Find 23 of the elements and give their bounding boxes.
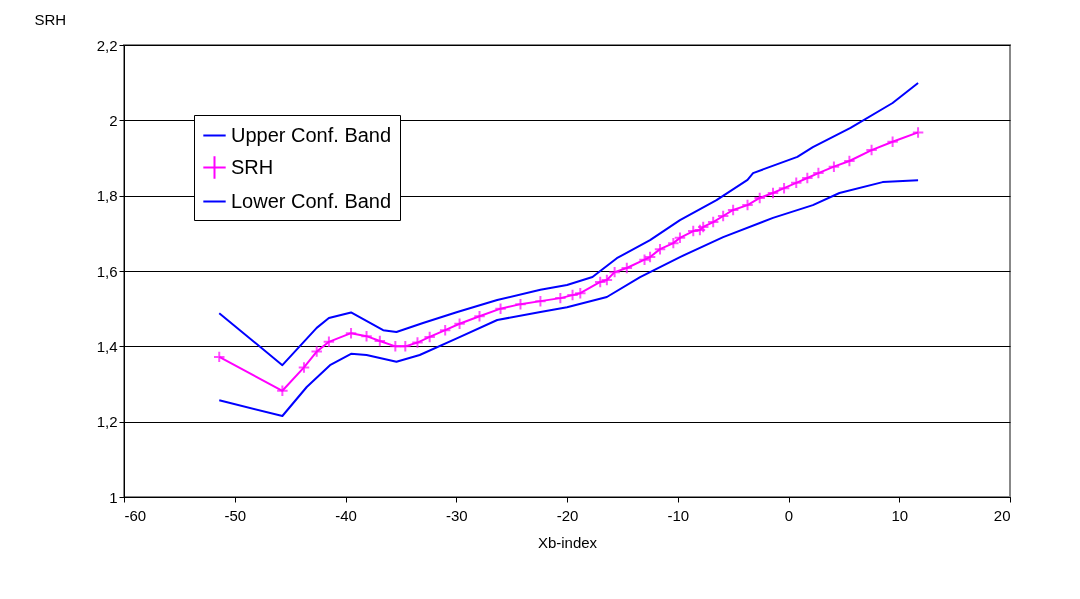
x-tick-label: 10 — [891, 506, 909, 524]
legend-label: Upper Conf. Band — [231, 123, 392, 146]
x-axis-title: Xb-index — [537, 533, 598, 551]
y-tick-label: 1 — [109, 488, 118, 506]
line-series — [218, 82, 920, 367]
y-tick-label: 2,2 — [96, 36, 118, 54]
legend-label: Lower Conf. Band — [231, 189, 392, 212]
y-tick-label: 1,8 — [96, 187, 118, 205]
x-tick-label: -20 — [556, 506, 579, 524]
x-tick-label: -50 — [224, 506, 247, 524]
y-tick-label: 1,4 — [96, 337, 118, 355]
y-tick-label: 1,6 — [96, 262, 118, 280]
legend-label: SRH — [231, 155, 274, 178]
x-tick-label: -60 — [124, 506, 147, 524]
x-tick-label: -30 — [445, 506, 468, 524]
y-tick-label: 2 — [109, 111, 118, 129]
y-tick-label: 1,2 — [96, 413, 118, 431]
line-series — [218, 179, 920, 418]
x-tick-label: -10 — [667, 506, 690, 524]
y-axis-title: SRH — [34, 10, 67, 28]
x-tick-label: -40 — [335, 506, 357, 524]
x-tick-label: 0 — [784, 506, 794, 524]
x-tick-label: 20 — [993, 506, 1011, 524]
